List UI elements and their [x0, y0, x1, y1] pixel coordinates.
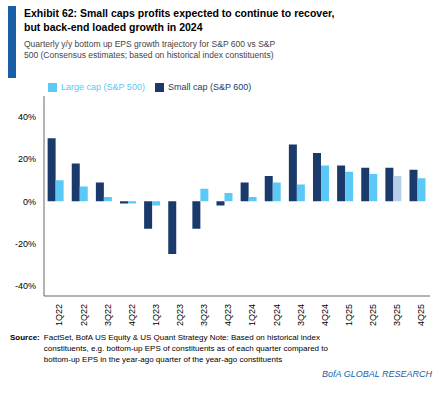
svg-text:2Q23: 2Q23 — [175, 304, 185, 326]
svg-text:3Q24: 3Q24 — [296, 304, 306, 326]
svg-text:4Q23: 4Q23 — [223, 304, 233, 326]
html-text:Quarterly y/y bottom up EPS gr: Quarterly y/y bottom up EPS growth traje… — [24, 39, 276, 60]
svg-text:1Q24: 1Q24 — [247, 304, 257, 326]
svg-text:4Q24: 4Q24 — [320, 304, 330, 326]
svg-text:1Q22: 1Q22 — [54, 304, 64, 326]
html-text:Source: FactSet, BofA US Equit: Source: FactSet, BofA US Equity & US Qua… — [10, 333, 328, 364]
svg-text:2Q25: 2Q25 — [368, 304, 378, 326]
html-text:Large cap (S&P 500): Large cap (S&P 500) — [61, 82, 145, 92]
svg-text:2Q22: 2Q22 — [79, 304, 89, 326]
svg-text:3Q23: 3Q23 — [199, 304, 209, 326]
html-text:Small cap (S&P 600): Small cap (S&P 600) — [167, 82, 252, 92]
svg-text:20%: 20% — [18, 154, 36, 164]
html-text:Exhibit 62: Small caps profits: Exhibit 62: Small caps profits expected … — [24, 7, 335, 33]
svg-text:1Q23: 1Q23 — [151, 304, 161, 326]
svg-text:3Q22: 3Q22 — [103, 304, 113, 326]
svg-text:4Q22: 4Q22 — [127, 304, 137, 326]
svg-text:4Q25: 4Q25 — [416, 304, 426, 326]
svg-text:40%: 40% — [18, 112, 36, 122]
svg-text:0%: 0% — [23, 197, 36, 207]
svg-text:1Q25: 1Q25 — [344, 304, 354, 326]
svg-text:2Q24: 2Q24 — [272, 304, 282, 326]
svg-text:3Q25: 3Q25 — [392, 304, 402, 326]
html-text:BofA GLOBAL RESEARCH: BofA GLOBAL RESEARCH — [322, 369, 432, 379]
svg-text:-40%: -40% — [15, 281, 36, 291]
svg-text:-20%: -20% — [15, 239, 36, 249]
